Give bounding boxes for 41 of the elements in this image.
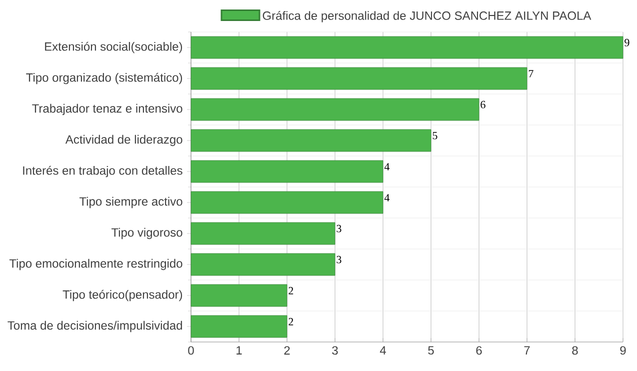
data-label: 5 — [432, 132, 438, 140]
x-tick-label: 0 — [188, 346, 194, 355]
bar — [190, 36, 624, 59]
x-tick-label: 2 — [284, 346, 290, 355]
data-label: 4 — [384, 194, 390, 202]
data-label: 2 — [288, 318, 294, 326]
x-tick-label: 5 — [428, 346, 434, 355]
x-tick-label: 7 — [524, 346, 530, 354]
y-tick-label: Toma de decisiones/impulsividad — [8, 320, 182, 332]
x-tick-label: 6 — [476, 346, 482, 355]
bar — [190, 284, 288, 307]
data-label: 6 — [480, 100, 486, 108]
y-tick-label: Tipo siempre activo — [79, 196, 182, 208]
bar — [190, 191, 384, 214]
bar — [190, 67, 528, 90]
x-tick-label: 1 — [236, 346, 242, 354]
x-tick-label: 9 — [620, 346, 626, 355]
x-tick-label: 3 — [332, 346, 338, 355]
y-tick-label: Extensión social(sociable) — [45, 42, 182, 54]
y-tick-label: Interés en trabajo con detalles — [23, 166, 182, 178]
data-label: 2 — [288, 287, 294, 294]
y-tick-label: Tipo vigoroso — [111, 228, 182, 240]
x-tick-label: 8 — [572, 346, 578, 355]
y-tick-label: Tipo organizado (sistemático) — [26, 72, 182, 84]
bar — [190, 129, 432, 152]
bar — [190, 253, 336, 276]
y-tick-label: Actividad de liderazgo — [65, 134, 182, 146]
bar — [190, 160, 384, 183]
y-tick-label: Tipo emocionalmente restringido — [9, 258, 182, 270]
data-label: 7 — [528, 70, 534, 78]
bar — [190, 98, 480, 121]
data-label: 4 — [384, 163, 390, 170]
data-label: 3 — [336, 256, 342, 264]
bar — [190, 315, 288, 338]
legend-label: Gráfica de personalidad de JUNCO SANCHEZ AILYN PAOLA — [262, 10, 592, 22]
y-tick-label: Tipo teórico(pensador) — [62, 290, 182, 302]
x-tick-label: 4 — [380, 346, 386, 354]
bar — [190, 222, 336, 245]
data-label: 9 — [624, 38, 630, 46]
data-label: 3 — [336, 224, 342, 232]
y-tick-label: Trabajador tenaz e intensivo — [32, 104, 182, 116]
